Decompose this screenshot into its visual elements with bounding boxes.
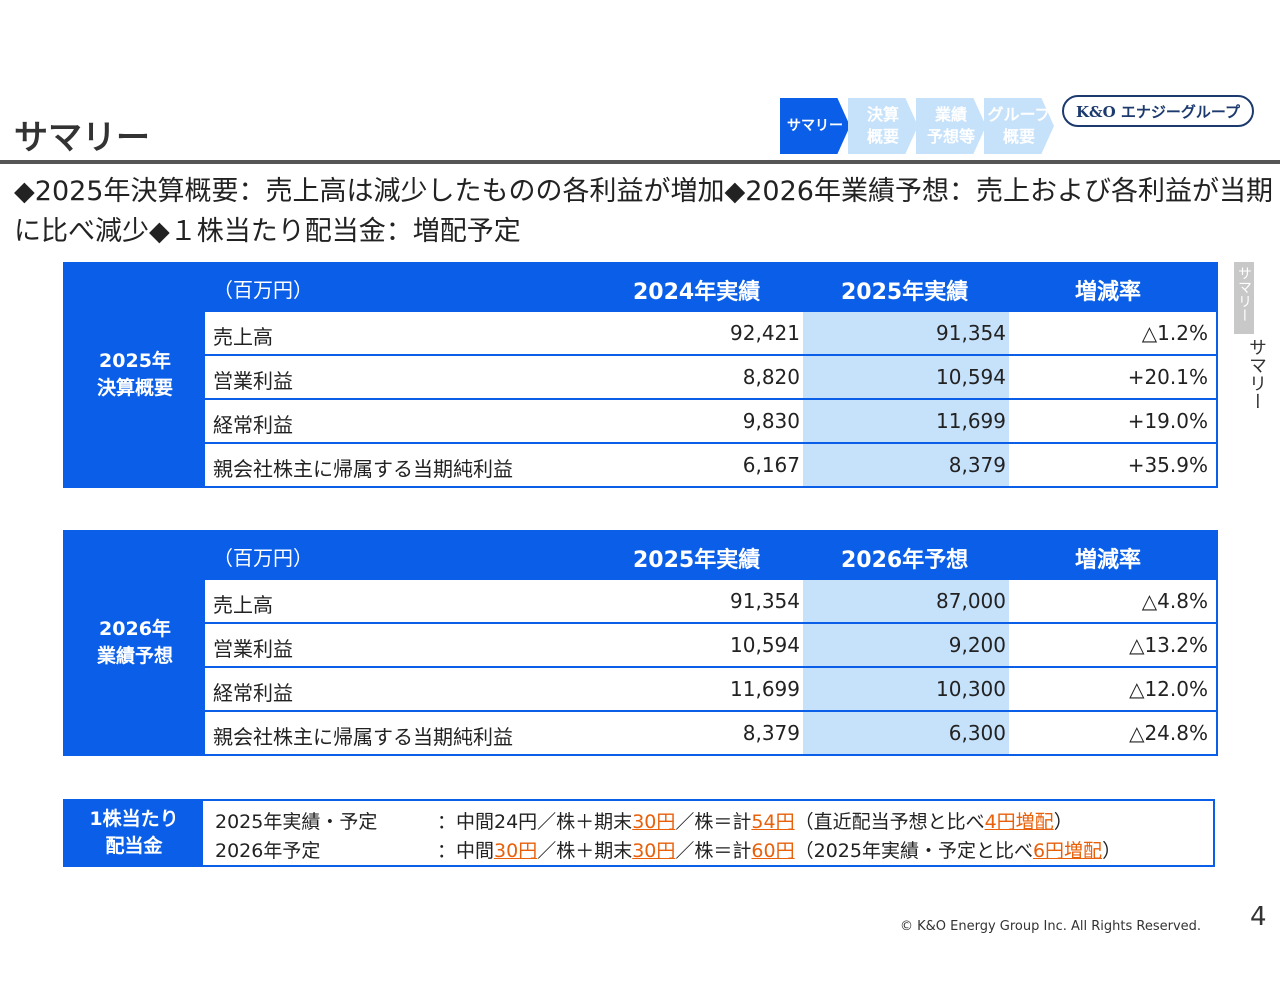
page-title: サマリー: [14, 118, 150, 158]
table-section-label: 2026年 業績予想: [65, 532, 205, 754]
table-cell: 8,820: [742, 365, 800, 389]
nav-step[interactable]: グループ 概要: [984, 98, 1054, 154]
company-logo: K&O エナジーグループ: [1062, 95, 1254, 127]
table-row: 経常利益 9,830 11,699 +19.0%: [205, 398, 1216, 442]
side-tab-active: サマリー: [1234, 262, 1254, 334]
dividend-text: （2025年実績・予定と比べ: [794, 840, 1033, 862]
dividend-amount: 6円増配: [1032, 840, 1103, 862]
financial-table: 2026年 業績予想 （百万円） 2025年実績 2026年予想 増減率売上高 91,35…: [63, 530, 1218, 756]
summary-text: ◆2025年決算概要：売上高は減少したものの各利益が増加◆2026年業績予想：売…: [14, 176, 1273, 247]
table-cell: 87,000: [936, 589, 1006, 613]
column-header: 2024年実績: [633, 280, 761, 305]
table-cell: 91,354: [730, 589, 800, 613]
dividend-text: ／株＝計: [675, 811, 752, 833]
dividend-text: （直近配当予想と比べ: [794, 811, 985, 833]
table-header: （百万円） 2025年実績 2026年予想 増減率: [205, 532, 1216, 580]
page-number: 4: [1250, 902, 1267, 932]
table-cell: +20.1%: [1127, 365, 1208, 389]
dividend-amount: 60円: [751, 840, 795, 862]
section-nav: サマリー 決算 概要 業績 予想等 グループ 概要: [780, 98, 1054, 154]
table-row: 営業利益 8,820 10,594 +20.1%: [205, 354, 1216, 398]
table-cell: 10,594: [936, 365, 1006, 389]
dividend-text: ）: [1102, 840, 1122, 862]
dividend-amount: 30円: [632, 811, 676, 833]
table-cell: 6,300: [948, 721, 1006, 745]
table-cell: △24.8%: [1129, 721, 1208, 745]
dividend-text: ／株＋期末: [537, 840, 633, 862]
table-section-label: 2025年 決算概要: [65, 264, 205, 486]
table-cell: 営業利益: [213, 637, 293, 661]
nav-step[interactable]: 業績 予想等: [916, 98, 986, 154]
column-header: （百万円）: [213, 546, 313, 570]
column-header: 増減率: [1075, 280, 1142, 305]
copyright: © K&O Energy Group Inc. All Rights Reser…: [900, 919, 1202, 934]
table-row: 親会社株主に帰属する当期純利益 6,167 8,379 +35.9%: [205, 442, 1216, 486]
table-cell: △4.8%: [1141, 589, 1208, 613]
dividend-line: 2025年実績・予定 ：中間24円／株＋期末30円／株＝計54円（直近配当予想と比…: [215, 807, 1073, 834]
dividend-text: ／株＝計: [675, 840, 752, 862]
table-cell: 親会社株主に帰属する当期純利益: [213, 725, 513, 749]
table-cell: 経常利益: [213, 413, 293, 437]
table-row: 親会社株主に帰属する当期純利益 8,379 6,300 △24.8%: [205, 710, 1216, 754]
table-cell: 8,379: [948, 453, 1006, 477]
table-cell: 91,354: [936, 321, 1006, 345]
dividend-amount: 4円増配: [984, 811, 1054, 833]
table-row: 経常利益 11,699 10,300 △12.0%: [205, 666, 1216, 710]
table-cell: △1.2%: [1141, 321, 1208, 345]
table-cell: 売上高: [213, 593, 273, 617]
table-cell: 10,300: [936, 677, 1006, 701]
table-header: （百万円） 2024年実績 2025年実績 増減率: [205, 264, 1216, 312]
table-cell: 売上高: [213, 325, 273, 349]
column-header: 増減率: [1075, 548, 1142, 573]
table-row: 売上高 92,421 91,354 △1.2%: [205, 310, 1216, 354]
dividend-amount: 30円: [494, 840, 538, 862]
table-cell: 6,167: [742, 453, 800, 477]
nav-step[interactable]: サマリー: [780, 98, 850, 154]
table-cell: +35.9%: [1127, 453, 1208, 477]
table-cell: 8,379: [742, 721, 800, 745]
table-cell: 9,830: [742, 409, 800, 433]
dividend-period: 2025年実績・予定: [215, 811, 378, 833]
column-header: 2025年実績: [633, 548, 761, 573]
table-cell: 11,699: [936, 409, 1006, 433]
financial-table: 2025年 決算概要 （百万円） 2024年実績 2025年実績 増減率売上高 92,42…: [63, 262, 1218, 488]
dividend-text: ）: [1053, 811, 1073, 833]
table-cell: 経常利益: [213, 681, 293, 705]
table-row: 営業利益 10,594 9,200 △13.2%: [205, 622, 1216, 666]
table-cell: 11,699: [730, 677, 800, 701]
dividend-box: 1株当たり 配当金 2025年実績・予定 ：中間24円／株＋期末30円／株＝計54…: [63, 799, 1215, 867]
column-header: 2025年実績: [841, 280, 969, 305]
dividend-line: 2026年予定 ：中間30円／株＋期末30円／株＝計60円（2025年実績・予定と…: [215, 836, 1121, 863]
dividend-label: 1株当たり 配当金: [65, 801, 203, 865]
dividend-text: ：中間: [437, 840, 495, 862]
table-cell: 親会社株主に帰属する当期純利益: [213, 457, 513, 481]
table-cell: 92,421: [730, 321, 800, 345]
nav-step[interactable]: 決算 概要: [848, 98, 918, 154]
dividend-amount: 30円: [632, 840, 676, 862]
dividend-period: 2026年予定: [215, 840, 321, 862]
side-section-tab[interactable]: サマリー サマリー: [1234, 262, 1278, 417]
table-cell: 10,594: [730, 633, 800, 657]
table-cell: 営業利益: [213, 369, 293, 393]
column-header: 2026年予想: [841, 548, 969, 573]
column-header: （百万円）: [213, 278, 313, 302]
table-row: 売上高 91,354 87,000 △4.8%: [205, 578, 1216, 622]
table-cell: +19.0%: [1127, 409, 1208, 433]
side-tab-label: サマリー: [1246, 338, 1267, 410]
dividend-amount: 54円: [751, 811, 795, 833]
table-cell: △13.2%: [1129, 633, 1208, 657]
title-divider: [0, 160, 1280, 164]
table-cell: △12.0%: [1129, 677, 1208, 701]
dividend-text: ：中間24円／株＋期末: [437, 811, 633, 833]
table-cell: 9,200: [948, 633, 1006, 657]
